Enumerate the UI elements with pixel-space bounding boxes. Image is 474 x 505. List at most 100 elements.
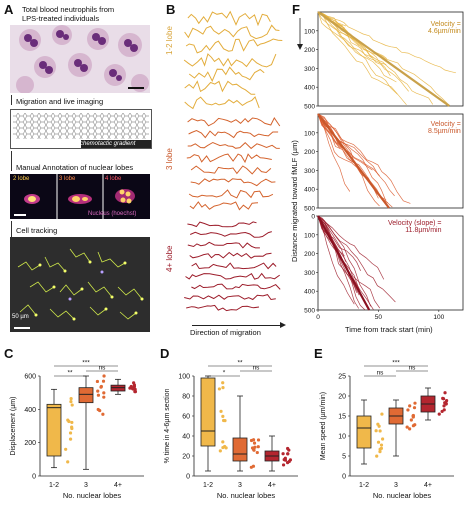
track-series — [317, 113, 387, 201]
track-line — [187, 117, 281, 127]
data-point — [378, 429, 382, 433]
x-tick-label: 50 — [375, 314, 383, 321]
data-point — [442, 408, 446, 412]
data-point — [99, 385, 103, 389]
data-point — [374, 429, 378, 433]
track-line — [184, 24, 280, 40]
data-point — [96, 389, 100, 393]
data-point — [376, 440, 381, 444]
panel-e-chart: 0 5 10 15 20 25 Mean speed (µm/min) No. nuclear… — [320, 360, 454, 500]
track-line — [184, 80, 256, 95]
y-tick-label: 500 — [304, 206, 315, 213]
panel-f-label: F — [292, 2, 300, 17]
y-tick-label: 200 — [304, 251, 315, 258]
panel-c-label: C — [4, 346, 14, 361]
track-line — [190, 178, 276, 187]
data-point — [287, 448, 291, 452]
track-line — [188, 66, 265, 83]
y-direction-arrow-head — [297, 44, 303, 50]
panel-f-xlabel: Time from track start (min) — [345, 325, 433, 334]
box — [356, 415, 372, 449]
scale-bar-label: 50 µm — [12, 314, 29, 320]
data-point — [378, 449, 382, 454]
data-point — [256, 438, 261, 442]
data-point — [411, 415, 415, 419]
tracking-image — [10, 237, 150, 332]
step-annotation: Manual Annotation of nuclear lobes — [16, 163, 134, 172]
data-point — [130, 386, 135, 391]
data-point — [102, 391, 106, 395]
significance-label: ** — [67, 370, 73, 377]
y-tick-label: 5 — [342, 454, 346, 461]
fit-line — [317, 215, 371, 311]
fit-line — [317, 11, 450, 107]
track-line — [184, 294, 276, 301]
data-point — [445, 398, 449, 403]
panel-d-chart: 0 20 40 60 80 100 % time in 4-6µm section No. n… — [164, 360, 298, 500]
track-line — [189, 251, 272, 259]
fit-line — [317, 113, 390, 209]
box — [232, 437, 248, 462]
y-tick-label: 0 — [186, 474, 190, 481]
data-point — [221, 445, 225, 450]
track-line — [185, 272, 280, 280]
significance-label: ** — [237, 360, 243, 367]
lobe-images — [10, 174, 150, 219]
x-tick-label: 4+ — [424, 482, 432, 489]
data-point — [102, 395, 106, 399]
track-line — [183, 53, 277, 68]
group2-label: 3 lobe — [165, 148, 174, 170]
data-point — [70, 403, 74, 407]
track-series — [317, 113, 351, 192]
track-line — [186, 304, 260, 312]
x-tick-label: 100 — [433, 314, 444, 321]
data-point — [102, 374, 106, 378]
tracks-svg — [183, 10, 283, 312]
x-tick-label: 1-2 — [203, 482, 213, 489]
data-point — [69, 400, 73, 404]
data-point — [221, 381, 225, 385]
y-tick-label: 400 — [304, 187, 315, 194]
lobe-4-label: 4 lobe — [105, 176, 122, 182]
y-tick-label: 500 — [304, 308, 315, 315]
panel-c-chart: 0 200 400 600 Displacement (µm) No. nuclear l… — [10, 360, 144, 500]
track-series — [317, 11, 398, 95]
data-point — [255, 450, 259, 455]
y-tick-label: 400 — [304, 85, 315, 92]
plot-frame — [317, 215, 464, 311]
y-tick-label: 0 — [311, 214, 315, 221]
data-point — [379, 443, 384, 447]
x-tick-label: 0 — [316, 314, 320, 321]
data-point — [96, 393, 101, 397]
y-tick-label: 0 — [32, 474, 36, 481]
blood-smear-image — [10, 25, 150, 93]
track-line — [187, 10, 271, 27]
data-point — [70, 425, 74, 429]
x-tick-label: 4+ — [114, 482, 122, 489]
data-point — [281, 452, 285, 456]
velocity1-label: Velocity = 4.6µm/min — [428, 21, 461, 35]
data-point — [406, 408, 410, 412]
data-point — [70, 420, 74, 425]
track-series — [317, 11, 407, 106]
device-image — [10, 109, 152, 149]
track-line — [187, 221, 257, 228]
nucleus-label: Nucleus (hoechst) — [88, 211, 137, 217]
y-tick-label: 15 — [338, 414, 346, 421]
data-point — [408, 427, 412, 431]
data-point — [376, 422, 380, 426]
arrow-1 — [11, 95, 12, 105]
track-series — [317, 11, 456, 74]
data-point — [443, 391, 447, 395]
plot-frame — [317, 11, 464, 107]
panel-f-subplot: 100 200 300 400 500 — [304, 11, 464, 111]
tracking-svg — [10, 237, 150, 332]
y-axis-label: % time in 4-6µm section — [164, 388, 171, 463]
x-axis-label: No. nuclear lobes — [217, 491, 276, 500]
velocity3-label: Velocity (slope) = 11.8µm/min — [388, 220, 442, 234]
data-point — [101, 412, 105, 416]
significance-label: *** — [82, 360, 90, 367]
data-point — [441, 397, 446, 401]
data-point — [412, 406, 417, 410]
y-tick-label: 400 — [304, 289, 315, 296]
